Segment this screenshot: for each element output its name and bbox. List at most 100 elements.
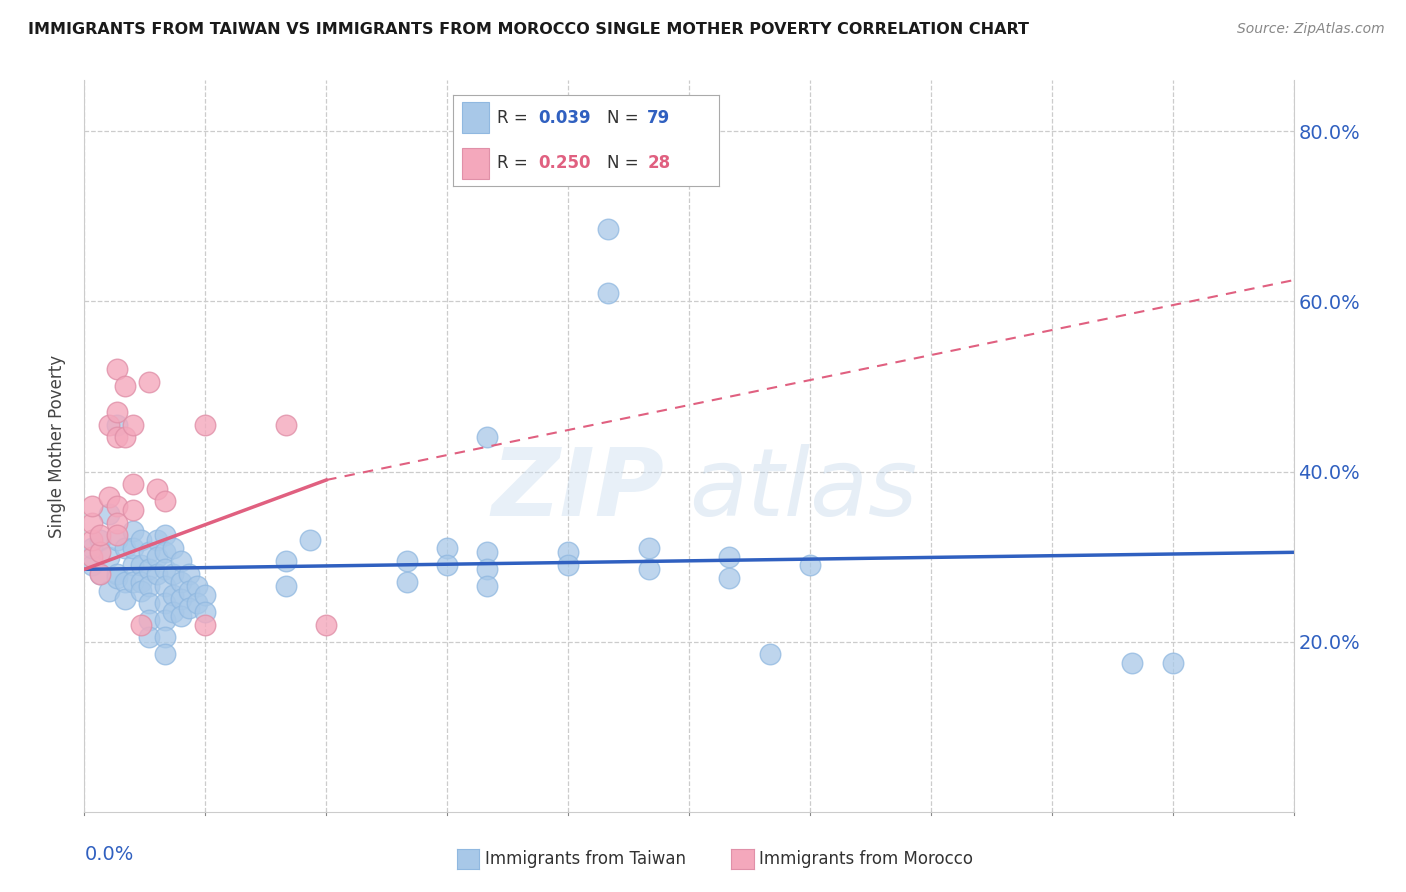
Point xyxy=(121,503,143,517)
Point xyxy=(138,375,160,389)
Point xyxy=(82,499,104,513)
Point xyxy=(274,417,297,432)
Text: Immigrants from Morocco: Immigrants from Morocco xyxy=(759,850,973,868)
Point xyxy=(105,528,128,542)
Point xyxy=(315,617,337,632)
Point xyxy=(146,533,169,547)
Point xyxy=(146,482,169,496)
Point xyxy=(129,583,152,598)
Point xyxy=(598,285,620,300)
Point xyxy=(121,524,143,538)
Point xyxy=(170,592,193,607)
Point xyxy=(170,609,193,624)
Point xyxy=(718,571,741,585)
Point xyxy=(758,648,780,662)
Point xyxy=(82,541,104,555)
Point xyxy=(299,533,322,547)
Point xyxy=(82,533,104,547)
Text: ZIP: ZIP xyxy=(492,444,665,536)
Point xyxy=(138,631,160,645)
Point xyxy=(138,562,160,576)
Point xyxy=(477,545,499,559)
Point xyxy=(121,417,143,432)
Point xyxy=(105,499,128,513)
Point xyxy=(121,477,143,491)
Point xyxy=(105,405,128,419)
Point xyxy=(129,533,152,547)
Y-axis label: Single Mother Poverty: Single Mother Poverty xyxy=(48,354,66,538)
Point xyxy=(153,613,176,627)
Point xyxy=(89,545,111,559)
Point xyxy=(138,613,160,627)
Point xyxy=(153,562,176,576)
Point xyxy=(82,549,104,564)
Point xyxy=(146,566,169,581)
Point xyxy=(179,600,201,615)
Point xyxy=(162,588,184,602)
Point xyxy=(194,417,217,432)
Point xyxy=(477,579,499,593)
Point xyxy=(105,430,128,444)
Point xyxy=(146,549,169,564)
Point xyxy=(89,566,111,581)
Point xyxy=(186,579,208,593)
Point xyxy=(395,554,418,568)
Point xyxy=(97,507,120,521)
Point xyxy=(557,545,579,559)
Point xyxy=(477,430,499,444)
Text: Immigrants from Taiwan: Immigrants from Taiwan xyxy=(485,850,686,868)
Point xyxy=(105,516,128,530)
Point xyxy=(97,490,120,504)
Point xyxy=(153,631,176,645)
Text: atlas: atlas xyxy=(689,444,917,535)
Point xyxy=(82,516,104,530)
Point xyxy=(194,605,217,619)
Point xyxy=(114,575,136,590)
Point xyxy=(114,541,136,555)
Point xyxy=(121,575,143,590)
Point xyxy=(129,558,152,572)
Point xyxy=(138,545,160,559)
Point xyxy=(105,566,128,581)
Point xyxy=(637,541,659,555)
Point xyxy=(129,575,152,590)
Point xyxy=(97,417,120,432)
Point xyxy=(162,566,184,581)
Point xyxy=(97,583,120,598)
Point xyxy=(114,592,136,607)
Point xyxy=(105,533,128,547)
Point xyxy=(598,222,620,236)
Point xyxy=(179,566,201,581)
Point xyxy=(153,596,176,610)
Point xyxy=(179,583,201,598)
Text: Source: ZipAtlas.com: Source: ZipAtlas.com xyxy=(1237,22,1385,37)
Text: IMMIGRANTS FROM TAIWAN VS IMMIGRANTS FROM MOROCCO SINGLE MOTHER POVERTY CORRELAT: IMMIGRANTS FROM TAIWAN VS IMMIGRANTS FRO… xyxy=(28,22,1029,37)
Point xyxy=(89,528,111,542)
Point xyxy=(799,558,821,572)
Point xyxy=(637,562,659,576)
Point xyxy=(97,549,120,564)
Point xyxy=(162,605,184,619)
Point xyxy=(121,541,143,555)
Point xyxy=(186,596,208,610)
Point xyxy=(395,575,418,590)
Point xyxy=(89,533,111,547)
Point xyxy=(153,648,176,662)
Text: 0.0%: 0.0% xyxy=(84,845,134,863)
Point xyxy=(170,554,193,568)
Point xyxy=(114,379,136,393)
Point xyxy=(153,579,176,593)
Point xyxy=(153,494,176,508)
Point xyxy=(436,541,458,555)
Point xyxy=(194,617,217,632)
Point xyxy=(138,579,160,593)
Point xyxy=(138,596,160,610)
Point xyxy=(121,558,143,572)
Point xyxy=(82,558,104,572)
Point xyxy=(1161,656,1184,670)
Point xyxy=(436,558,458,572)
Point xyxy=(557,558,579,572)
Point xyxy=(114,430,136,444)
Point xyxy=(153,545,176,559)
Point xyxy=(274,579,297,593)
